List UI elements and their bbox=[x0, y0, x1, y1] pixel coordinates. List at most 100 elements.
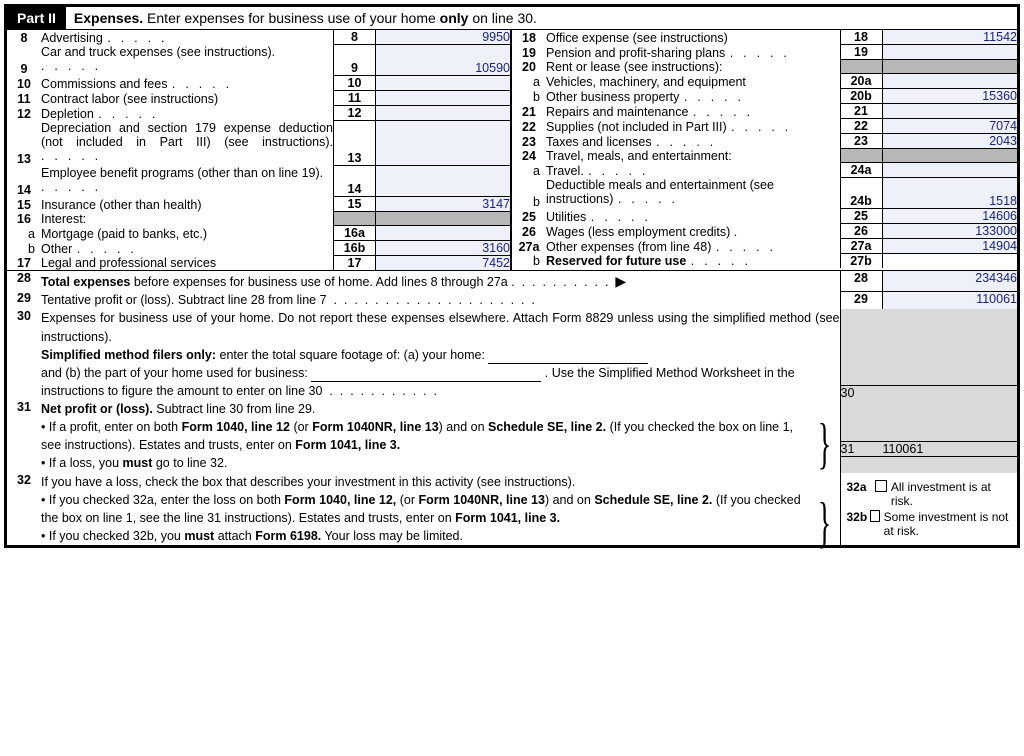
l31b2b: must bbox=[123, 456, 153, 470]
line-31-box: 31 bbox=[841, 441, 883, 457]
line-28-amount[interactable]: 234346 bbox=[882, 271, 1017, 291]
line-boxno: 16a bbox=[334, 226, 376, 241]
line-amount[interactable] bbox=[376, 121, 511, 166]
line-amount[interactable]: 3160 bbox=[376, 241, 511, 256]
line-amount[interactable]: 7452 bbox=[376, 256, 511, 271]
line-32-checkboxes: 32a All investment is at risk. 32b Some … bbox=[840, 473, 1017, 546]
line-29-text: Tentative profit or (loss). Subtract lin… bbox=[41, 291, 840, 309]
line-num: 8 bbox=[7, 30, 41, 45]
line-31-text: Net profit or (loss). Subtract line 30 f… bbox=[41, 400, 840, 473]
line-num: 19 bbox=[512, 45, 546, 60]
line-desc: Car and truck expenses (see instructions… bbox=[41, 45, 334, 76]
line-desc: Depletion bbox=[41, 106, 334, 121]
line-8: 8Advertising89950 bbox=[7, 30, 511, 45]
line-24: 24Travel, meals, and entertainment: bbox=[512, 149, 1017, 163]
line-amount[interactable]: 11542 bbox=[882, 30, 1017, 45]
line-desc: Travel. bbox=[546, 163, 840, 178]
line-amount[interactable]: 3147 bbox=[376, 197, 511, 212]
line-num: 23 bbox=[512, 134, 546, 149]
line-boxno: 11 bbox=[334, 91, 376, 106]
line-desc: Wages (less employment credits) . bbox=[546, 224, 840, 239]
right-grid: 18Office expense (see instructions)18115… bbox=[512, 30, 1017, 268]
line-31-amount[interactable]: 110061 bbox=[883, 441, 1018, 457]
line-29: 29 Tentative profit or (loss). Subtract … bbox=[7, 291, 1017, 309]
l32b1f: Schedule SE, line 2. bbox=[594, 493, 712, 507]
line-30-amount[interactable] bbox=[883, 385, 1018, 400]
line-12: 12Depletion12 bbox=[7, 106, 511, 121]
line-21: 21Repairs and maintenance21 bbox=[512, 104, 1017, 119]
line-28-text: Total expenses before expenses for busin… bbox=[41, 271, 840, 291]
checkbox-32a[interactable] bbox=[875, 480, 887, 492]
line-num: b bbox=[7, 241, 41, 256]
line-desc: Utilities bbox=[546, 209, 840, 224]
line-amount[interactable]: 133000 bbox=[882, 224, 1017, 239]
line-11: 11Contract labor (see instructions)11 bbox=[7, 91, 511, 106]
home-sqft-field[interactable] bbox=[488, 350, 648, 364]
line-24a: aTravel.24a bbox=[512, 163, 1017, 178]
part-title-only: only bbox=[440, 10, 469, 26]
line-amount[interactable] bbox=[376, 106, 511, 121]
cb-32a-text: All investment is at risk. bbox=[891, 480, 1011, 508]
arrow-icon: ▶ bbox=[615, 273, 626, 289]
line-amount[interactable]: 7074 bbox=[882, 119, 1017, 134]
line-desc: Other business property bbox=[546, 89, 840, 104]
line-25: 25Utilities2514606 bbox=[512, 209, 1017, 224]
line-32-bullet1: • If you checked 32a, enter the loss on … bbox=[41, 491, 814, 527]
line-19: 19Pension and profit-sharing plans19 bbox=[512, 45, 1017, 60]
l32b2b: must bbox=[184, 529, 214, 543]
line-boxno: 17 bbox=[334, 256, 376, 271]
line-boxno: 20a bbox=[840, 74, 882, 89]
line-num: 18 bbox=[512, 30, 546, 45]
cb-32a-row: 32a All investment is at risk. bbox=[847, 480, 1012, 508]
line-31-filler: 31 110061 bbox=[840, 400, 1017, 473]
line-amount[interactable]: 14904 bbox=[882, 239, 1017, 254]
line-boxno: 12 bbox=[334, 106, 376, 121]
line-16a: aMortgage (paid to banks, etc.)16a bbox=[7, 226, 511, 241]
line-boxno: 24a bbox=[840, 163, 882, 178]
line-num: 27a bbox=[512, 239, 546, 254]
line-num: b bbox=[512, 178, 546, 209]
l32b1a: • If you checked 32a, enter the loss on … bbox=[41, 493, 284, 507]
line-amount[interactable] bbox=[376, 166, 511, 197]
line-26: 26Wages (less employment credits) .26133… bbox=[512, 224, 1017, 239]
line-boxno: 18 bbox=[840, 30, 882, 45]
line-amount[interactable] bbox=[882, 104, 1017, 119]
line-desc: Insurance (other than health) bbox=[41, 197, 334, 212]
line-23: 23Taxes and licenses232043 bbox=[512, 134, 1017, 149]
line-boxno: 24b bbox=[840, 178, 882, 209]
line-desc: Commissions and fees bbox=[41, 76, 334, 91]
line-boxno bbox=[334, 212, 376, 226]
line-28-box: 28 bbox=[840, 271, 882, 291]
line-32: 32 If you have a loss, check the box tha… bbox=[7, 473, 1017, 546]
line-boxno: 26 bbox=[840, 224, 882, 239]
line-30-text: Expenses for business use of your home. … bbox=[41, 309, 840, 400]
line-amount[interactable] bbox=[882, 163, 1017, 178]
line-num: b bbox=[512, 254, 546, 269]
line-amount[interactable] bbox=[882, 45, 1017, 60]
line-amount[interactable] bbox=[376, 91, 511, 106]
business-sqft-field[interactable] bbox=[311, 368, 541, 382]
line-amount[interactable]: 15360 bbox=[882, 89, 1017, 104]
line-amount[interactable]: 9950 bbox=[376, 30, 511, 45]
line-num: 9 bbox=[7, 45, 41, 76]
line-amount[interactable] bbox=[376, 226, 511, 241]
bottom-area: 28 Total expenses before expenses for bu… bbox=[7, 270, 1017, 545]
part-title-text-a: Enter expenses for business use of your … bbox=[143, 10, 440, 26]
line-desc: Vehicles, machinery, and equipment bbox=[546, 74, 840, 89]
line-num: b bbox=[512, 89, 546, 104]
l32b1h: Form 1041, line 3. bbox=[455, 511, 560, 525]
line-29-amount[interactable]: 110061 bbox=[882, 291, 1017, 309]
line-amount[interactable]: 1518 bbox=[882, 178, 1017, 209]
line-amount[interactable]: 14606 bbox=[882, 209, 1017, 224]
line-amount[interactable] bbox=[882, 254, 1017, 269]
cb-32b-label: 32b bbox=[847, 510, 870, 524]
line-amount[interactable]: 10590 bbox=[376, 45, 511, 76]
line-amount[interactable] bbox=[376, 76, 511, 91]
line-32-num: 32 bbox=[7, 473, 41, 546]
line-amount[interactable]: 2043 bbox=[882, 134, 1017, 149]
line-amount[interactable] bbox=[882, 74, 1017, 89]
checkbox-32b[interactable] bbox=[870, 510, 880, 522]
line-30-p2: Simplified method filers only: enter the… bbox=[41, 346, 840, 364]
l31b1f: Schedule SE, line 2. bbox=[488, 420, 606, 434]
line-30-filler: 30 bbox=[840, 309, 1017, 400]
